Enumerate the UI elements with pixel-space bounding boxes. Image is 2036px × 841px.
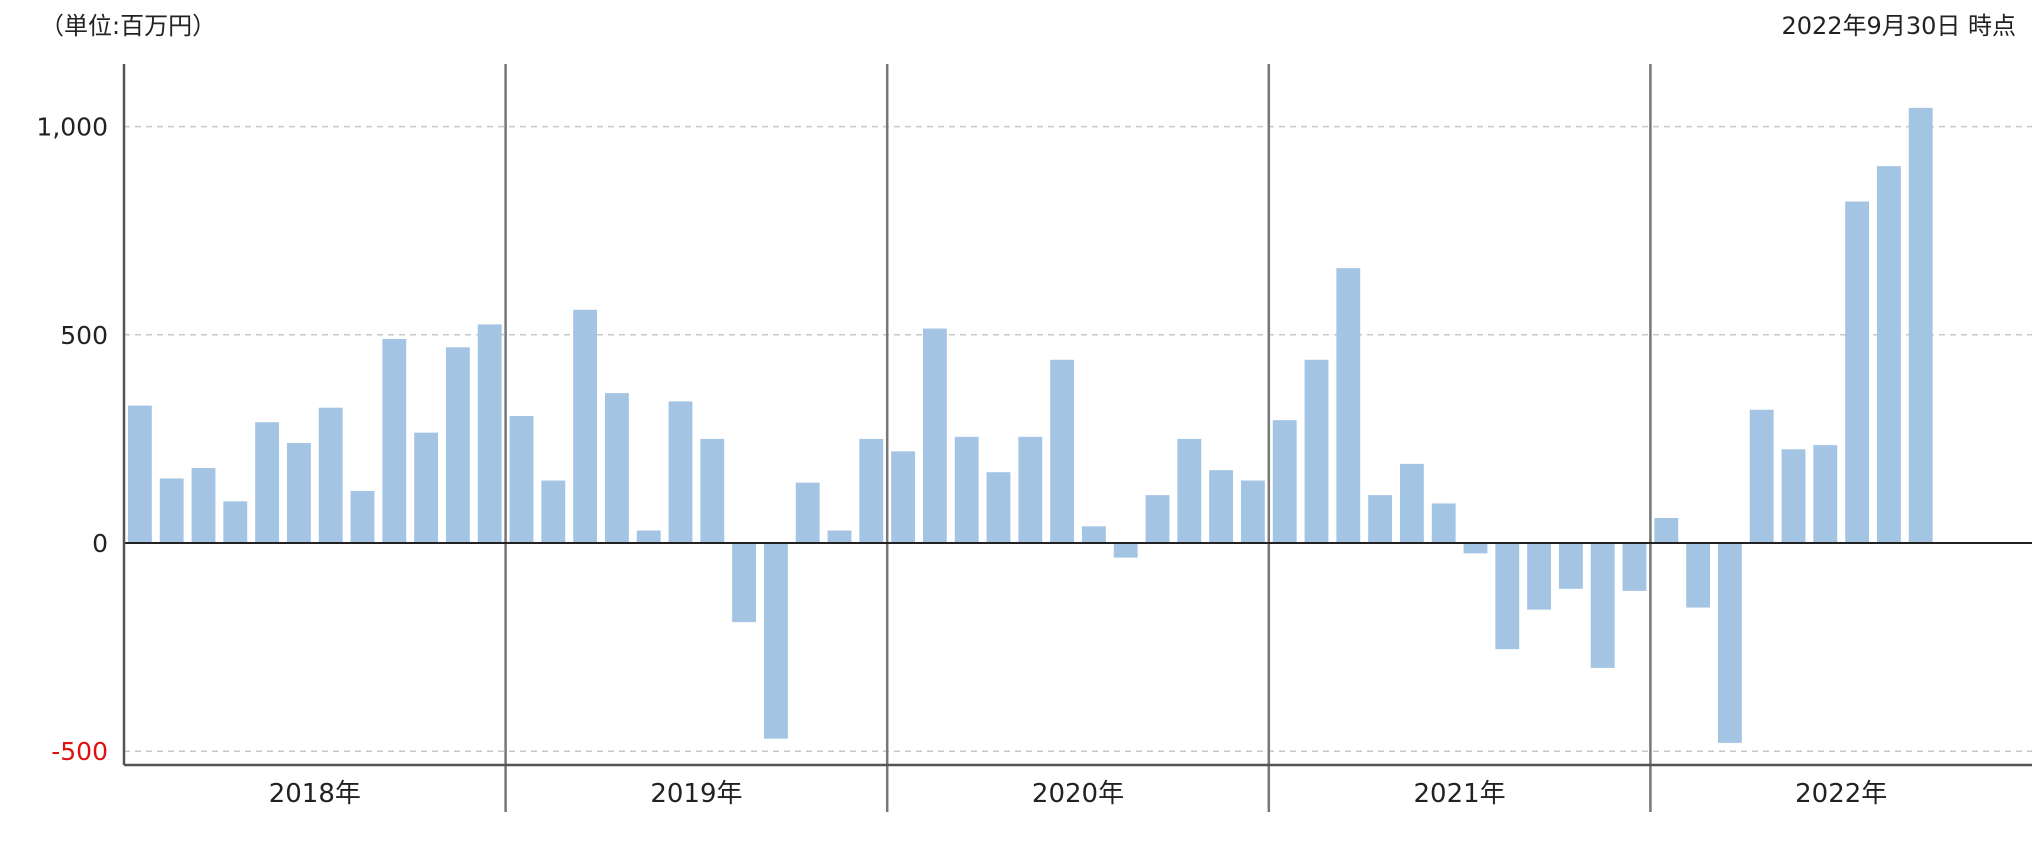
bar bbox=[1272, 420, 1297, 543]
bar bbox=[1081, 526, 1106, 543]
bar bbox=[1781, 449, 1806, 543]
bar bbox=[1813, 445, 1838, 543]
bar bbox=[1177, 438, 1202, 543]
bar bbox=[1463, 543, 1488, 554]
bar bbox=[1113, 543, 1138, 558]
bar bbox=[1399, 463, 1424, 543]
bar bbox=[127, 405, 152, 543]
bar bbox=[1240, 480, 1265, 543]
bar bbox=[223, 501, 248, 543]
bar bbox=[1590, 543, 1615, 668]
bar bbox=[1622, 543, 1647, 591]
bar bbox=[1845, 201, 1870, 543]
bar bbox=[350, 490, 375, 543]
bar bbox=[1495, 543, 1520, 650]
bar bbox=[1018, 436, 1043, 543]
bar bbox=[1304, 359, 1329, 543]
as-of-date-label: 2022年9月30日 時点 bbox=[1781, 12, 2016, 40]
x-category-label: 2018年 bbox=[269, 779, 361, 809]
x-category-label: 2020年 bbox=[1032, 779, 1124, 809]
bar bbox=[159, 478, 184, 543]
bar bbox=[1654, 518, 1679, 543]
bar bbox=[891, 451, 916, 543]
bar bbox=[668, 401, 693, 543]
x-category-label: 2019年 bbox=[650, 779, 742, 809]
bar bbox=[191, 468, 216, 543]
bar bbox=[986, 472, 1011, 543]
bar bbox=[573, 309, 598, 543]
bar bbox=[509, 415, 534, 543]
bar bbox=[1431, 503, 1456, 543]
bar bbox=[1686, 543, 1711, 608]
y-tick-label: 500 bbox=[60, 321, 108, 350]
bar bbox=[1336, 268, 1361, 543]
bar bbox=[1876, 166, 1901, 543]
bar bbox=[1908, 107, 1933, 543]
y-tick-label: 1,000 bbox=[36, 113, 108, 142]
bar bbox=[286, 443, 311, 543]
bar bbox=[763, 543, 788, 739]
x-category-label: 2022年 bbox=[1795, 779, 1887, 809]
bar bbox=[445, 347, 470, 543]
bar bbox=[477, 324, 502, 543]
bar bbox=[700, 438, 725, 543]
bar bbox=[954, 436, 979, 543]
x-category-label: 2021年 bbox=[1414, 779, 1506, 809]
bar bbox=[732, 543, 757, 623]
y-tick-label: -500 bbox=[51, 737, 108, 766]
unit-label: （単位:百万円） bbox=[40, 12, 217, 40]
bar bbox=[636, 530, 661, 543]
bar bbox=[922, 328, 947, 543]
bar bbox=[1749, 409, 1774, 543]
bar bbox=[604, 393, 629, 543]
bar bbox=[318, 407, 343, 543]
bar bbox=[1145, 495, 1170, 543]
bar bbox=[414, 432, 439, 543]
bar bbox=[795, 482, 820, 543]
bar bbox=[859, 438, 884, 543]
bar bbox=[1368, 495, 1393, 543]
bar bbox=[255, 422, 280, 543]
bar bbox=[1717, 543, 1742, 743]
bar bbox=[382, 338, 407, 543]
y-tick-label: 0 bbox=[92, 529, 108, 558]
bar bbox=[827, 530, 852, 543]
bar bbox=[1558, 543, 1583, 589]
bar bbox=[1527, 543, 1552, 610]
bar bbox=[1050, 359, 1075, 543]
bar bbox=[541, 480, 566, 543]
bar bbox=[1209, 470, 1234, 543]
